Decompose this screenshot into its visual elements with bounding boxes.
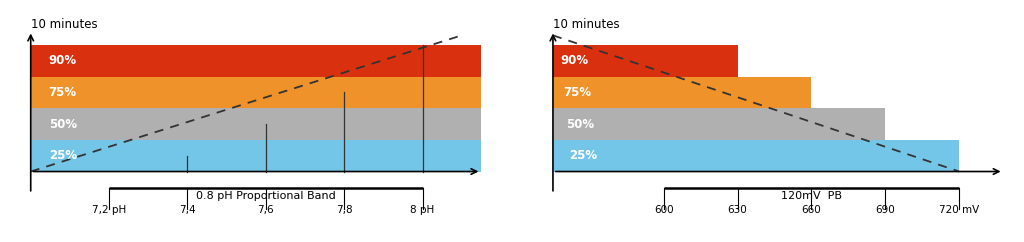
Bar [553, 140, 959, 172]
Text: 0.8 pH Proportional Band: 0.8 pH Proportional Band [196, 191, 336, 201]
Text: 25%: 25% [49, 149, 77, 162]
Text: 75%: 75% [563, 86, 592, 99]
Text: 120mV  PB: 120mV PB [781, 191, 842, 201]
Text: 50%: 50% [566, 118, 594, 130]
Text: 10 minutes: 10 minutes [31, 18, 97, 31]
Text: 50%: 50% [49, 118, 77, 130]
Bar [31, 108, 481, 140]
Text: 90%: 90% [560, 54, 589, 67]
Text: 75%: 75% [49, 86, 77, 99]
Bar [553, 45, 737, 76]
Text: 10 minutes: 10 minutes [553, 18, 620, 31]
Bar [31, 76, 481, 108]
Text: 25%: 25% [569, 149, 597, 162]
Bar [553, 76, 811, 108]
Bar [31, 140, 481, 172]
Bar [31, 45, 481, 76]
Text: 90%: 90% [49, 54, 77, 67]
Bar [553, 108, 886, 140]
